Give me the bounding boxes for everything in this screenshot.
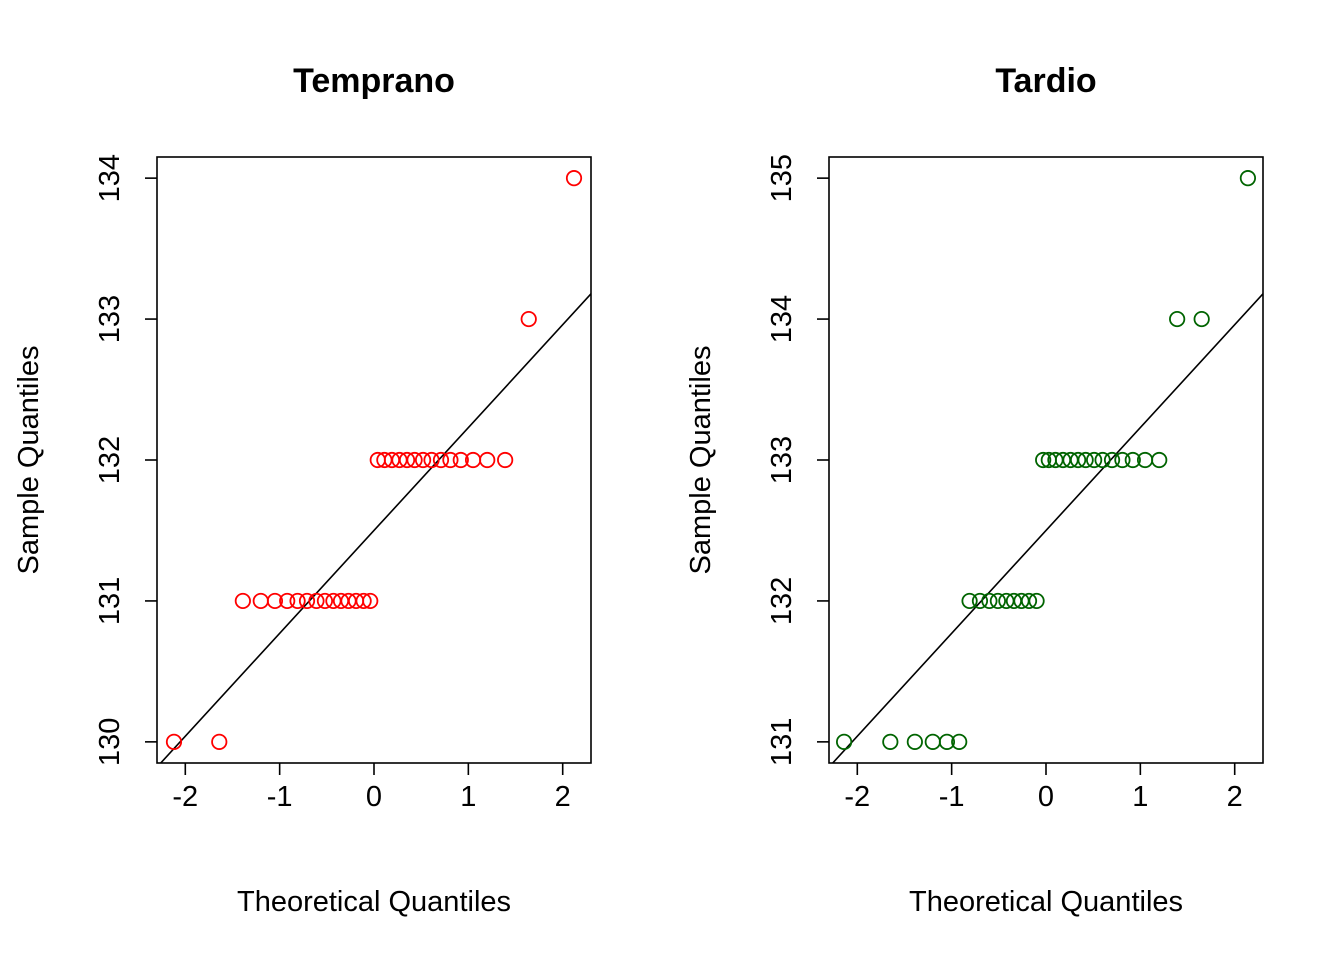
data-point bbox=[1020, 592, 1038, 610]
data-point bbox=[1169, 310, 1186, 328]
data-point bbox=[497, 451, 514, 469]
x-tick-label: 2 bbox=[555, 781, 571, 813]
data-point bbox=[398, 451, 416, 469]
data-point bbox=[452, 451, 469, 469]
data-point bbox=[1094, 451, 1111, 469]
qq-panel-temprano: Temprano Theoretical Quantiles Sample Qu… bbox=[13, 62, 592, 918]
data-point bbox=[211, 733, 228, 750]
data-point bbox=[423, 451, 440, 469]
data-point bbox=[1077, 451, 1094, 469]
x-tick-label: -2 bbox=[172, 781, 198, 813]
data-point bbox=[906, 733, 923, 750]
data-point bbox=[1086, 451, 1103, 469]
plot-frame bbox=[156, 156, 592, 764]
x-tick-label: 2 bbox=[1227, 781, 1243, 813]
y-tick-label: 133 bbox=[766, 436, 798, 484]
data-point bbox=[951, 733, 968, 750]
x-tick-label: 1 bbox=[460, 781, 476, 813]
x-tick-label: 1 bbox=[1132, 781, 1148, 813]
data-point bbox=[362, 592, 379, 610]
data-point bbox=[520, 310, 537, 328]
data-point bbox=[414, 451, 432, 469]
y-tick-label: 131 bbox=[94, 577, 126, 625]
data-point bbox=[981, 592, 998, 610]
qq-reference-line bbox=[159, 293, 591, 763]
chart-title: Temprano bbox=[293, 62, 455, 100]
data-point bbox=[479, 451, 496, 469]
data-point bbox=[252, 592, 269, 610]
y-tick-label: 134 bbox=[94, 154, 126, 202]
y-tick-label: 131 bbox=[766, 718, 798, 766]
y-tick-label: 134 bbox=[766, 295, 798, 343]
data-point bbox=[432, 451, 450, 469]
data-point bbox=[308, 592, 325, 610]
data-point bbox=[1103, 451, 1121, 469]
data-point bbox=[565, 170, 583, 187]
y-tick-label: 130 bbox=[94, 718, 126, 766]
data-point bbox=[971, 592, 989, 610]
x-tick-label: -1 bbox=[267, 781, 293, 813]
data-point bbox=[1151, 451, 1168, 469]
data-point bbox=[1114, 451, 1131, 469]
data-point bbox=[1028, 592, 1045, 610]
plot-frame bbox=[828, 156, 1264, 764]
data-point bbox=[961, 592, 978, 610]
x-axis-label: Theoretical Quantiles bbox=[909, 886, 1183, 918]
x-tick-label: 0 bbox=[366, 781, 382, 813]
x-tick-label: 0 bbox=[1038, 781, 1054, 813]
data-point bbox=[442, 451, 459, 469]
data-point bbox=[165, 733, 183, 750]
data-point bbox=[882, 733, 899, 750]
data-point bbox=[1193, 310, 1210, 328]
x-axis-label: Theoretical Quantiles bbox=[237, 886, 511, 918]
y-tick-label: 133 bbox=[94, 295, 126, 343]
qq-reference-line bbox=[831, 293, 1263, 763]
data-point bbox=[316, 592, 334, 610]
data-point bbox=[1069, 451, 1087, 469]
data-point bbox=[1035, 451, 1052, 469]
y-axis-label: Sample Quantiles bbox=[13, 346, 45, 575]
data-point bbox=[355, 592, 372, 610]
data-point bbox=[289, 592, 306, 610]
data-point bbox=[279, 592, 296, 610]
data-point bbox=[1239, 170, 1257, 187]
data-point bbox=[835, 733, 853, 750]
y-tick-label: 132 bbox=[94, 436, 126, 484]
data-point bbox=[989, 592, 1006, 610]
x-tick-label: -1 bbox=[939, 781, 965, 813]
y-tick-label: 132 bbox=[766, 577, 798, 625]
data-point bbox=[266, 592, 284, 610]
x-tick-label: -2 bbox=[844, 781, 870, 813]
qq-panel-tardio: Tardio Theoretical Quantiles Sample Quan… bbox=[685, 62, 1264, 918]
data-point bbox=[924, 733, 941, 750]
data-point bbox=[298, 592, 316, 610]
data-point bbox=[1124, 451, 1141, 469]
data-point bbox=[938, 733, 956, 750]
data-point bbox=[234, 592, 251, 610]
data-point bbox=[406, 451, 423, 469]
y-tick-label: 135 bbox=[766, 154, 798, 202]
chart-title: Tardio bbox=[995, 62, 1096, 100]
y-axis-label: Sample Quantiles bbox=[685, 346, 717, 575]
